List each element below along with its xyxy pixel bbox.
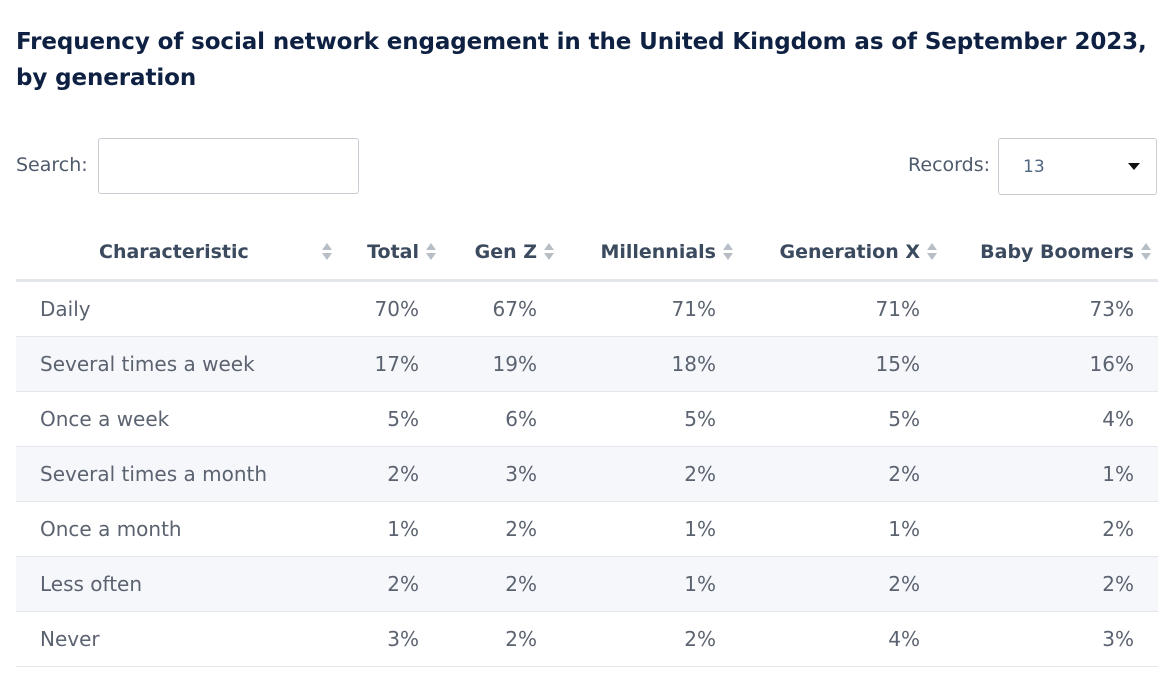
records-select[interactable]: 13 bbox=[998, 138, 1157, 195]
value-cell: 71% bbox=[740, 280, 944, 337]
value-cell: 3% bbox=[944, 611, 1158, 667]
table-header-row: Characteristic Total Gen Z Millennials Gener… bbox=[16, 224, 1158, 282]
sort-descending-icon bbox=[544, 253, 554, 260]
sort-ascending-icon bbox=[544, 243, 554, 250]
sort-icon[interactable] bbox=[926, 243, 938, 263]
search-label: Search: bbox=[16, 154, 88, 176]
column-header-total[interactable]: Total bbox=[339, 224, 443, 282]
value-cell: 2% bbox=[339, 446, 443, 502]
value-cell: 19% bbox=[443, 336, 561, 392]
column-header-millennials[interactable]: Millennials bbox=[561, 224, 740, 282]
column-header-baby-boomers[interactable]: Baby Boomers bbox=[944, 224, 1158, 282]
value-cell: 1% bbox=[740, 501, 944, 557]
column-header-gen-z[interactable]: Gen Z bbox=[443, 224, 561, 282]
row-label-cell: Several times a month bbox=[16, 446, 339, 502]
value-cell: 4% bbox=[944, 391, 1158, 447]
value-cell: 15% bbox=[740, 336, 944, 392]
value-cell: 67% bbox=[443, 280, 561, 337]
sort-ascending-icon bbox=[426, 243, 436, 250]
value-cell: 1% bbox=[561, 501, 740, 557]
records-label: Records: bbox=[908, 154, 990, 176]
sort-icon[interactable] bbox=[543, 243, 555, 263]
value-cell: 2% bbox=[339, 556, 443, 612]
row-label-cell: Once a week bbox=[16, 391, 339, 447]
value-cell: 1% bbox=[561, 556, 740, 612]
value-cell: 73% bbox=[944, 280, 1158, 337]
records-select-value: 13 bbox=[1023, 157, 1045, 177]
value-cell: 4% bbox=[740, 611, 944, 667]
search-input[interactable] bbox=[98, 138, 359, 194]
value-cell: 2% bbox=[944, 501, 1158, 557]
table-body: Daily 70% 67% 71% 71% 73% Several times a week… bbox=[16, 280, 1158, 667]
sort-icon[interactable] bbox=[1140, 243, 1152, 263]
value-cell: 16% bbox=[944, 336, 1158, 392]
row-label-cell: Daily bbox=[16, 280, 339, 337]
caret-down-icon bbox=[1128, 163, 1140, 170]
sort-icon[interactable] bbox=[425, 243, 437, 263]
table-row: Several times a month 2% 3% 2% 2% 1% bbox=[16, 446, 1158, 502]
data-table: Characteristic Total Gen Z Millennials Gener… bbox=[16, 224, 1158, 667]
value-cell: 3% bbox=[339, 611, 443, 667]
sort-descending-icon bbox=[927, 253, 937, 260]
value-cell: 2% bbox=[561, 446, 740, 502]
sort-ascending-icon bbox=[322, 243, 332, 250]
value-cell: 2% bbox=[443, 556, 561, 612]
sort-icon[interactable] bbox=[321, 243, 333, 263]
table-row: Less often 2% 2% 1% 2% 2% bbox=[16, 556, 1158, 612]
table-row: Once a month 1% 2% 1% 1% 2% bbox=[16, 501, 1158, 557]
value-cell: 6% bbox=[443, 391, 561, 447]
sort-ascending-icon bbox=[1141, 243, 1151, 250]
column-header-label: Baby Boomers bbox=[980, 240, 1134, 263]
column-header-generation-x[interactable]: Generation X bbox=[740, 224, 944, 282]
sort-descending-icon bbox=[426, 253, 436, 260]
value-cell: 17% bbox=[339, 336, 443, 392]
sort-descending-icon bbox=[723, 253, 733, 260]
page-title: Frequency of social network engagement i… bbox=[16, 29, 1147, 91]
value-cell: 3% bbox=[443, 446, 561, 502]
column-header-label: Millennials bbox=[600, 240, 716, 263]
value-cell: 5% bbox=[339, 391, 443, 447]
table-row: Never 3% 2% 2% 4% 3% bbox=[16, 611, 1158, 667]
value-cell: 70% bbox=[339, 280, 443, 337]
value-cell: 2% bbox=[443, 501, 561, 557]
table-row: Daily 70% 67% 71% 71% 73% bbox=[16, 280, 1158, 337]
sort-descending-icon bbox=[1141, 253, 1151, 260]
value-cell: 18% bbox=[561, 336, 740, 392]
value-cell: 2% bbox=[740, 556, 944, 612]
column-header-label: Characteristic bbox=[99, 240, 249, 263]
row-label-cell: Several times a week bbox=[16, 336, 339, 392]
value-cell: 1% bbox=[944, 446, 1158, 502]
row-label-cell: Once a month bbox=[16, 501, 339, 557]
row-label-cell: Never bbox=[16, 611, 339, 667]
value-cell: 2% bbox=[740, 446, 944, 502]
sort-descending-icon bbox=[322, 253, 332, 260]
column-header-characteristic[interactable]: Characteristic bbox=[16, 224, 339, 282]
column-header-label: Generation X bbox=[779, 240, 920, 263]
sort-icon[interactable] bbox=[722, 243, 734, 263]
column-header-label: Gen Z bbox=[474, 240, 537, 263]
value-cell: 2% bbox=[944, 556, 1158, 612]
value-cell: 5% bbox=[740, 391, 944, 447]
sort-ascending-icon bbox=[723, 243, 733, 250]
value-cell: 2% bbox=[561, 611, 740, 667]
value-cell: 2% bbox=[443, 611, 561, 667]
value-cell: 71% bbox=[561, 280, 740, 337]
row-label-cell: Less often bbox=[16, 556, 339, 612]
table-row: Once a week 5% 6% 5% 5% 4% bbox=[16, 391, 1158, 447]
sort-ascending-icon bbox=[927, 243, 937, 250]
value-cell: 1% bbox=[339, 501, 443, 557]
table-row: Several times a week 17% 19% 18% 15% 16% bbox=[16, 336, 1158, 392]
value-cell: 5% bbox=[561, 391, 740, 447]
column-header-label: Total bbox=[367, 240, 419, 263]
